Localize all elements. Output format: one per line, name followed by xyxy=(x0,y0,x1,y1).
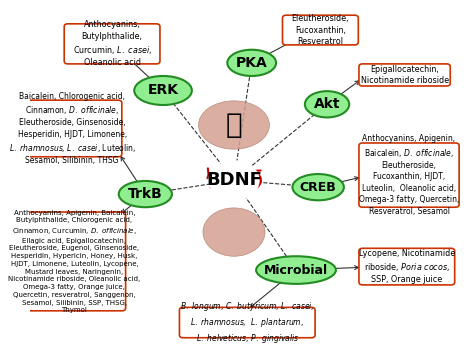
Text: TrkB: TrkB xyxy=(128,187,163,201)
Ellipse shape xyxy=(199,101,269,149)
Text: PKA: PKA xyxy=(236,56,267,70)
Ellipse shape xyxy=(118,181,172,207)
FancyBboxPatch shape xyxy=(23,100,122,157)
Text: $\mathit{B.\ longum}$, $\mathit{C.\ butyricum}$, $\mathit{L.\ casei}$,
$\mathit{: $\mathit{B.\ longum}$, $\mathit{C.\ buty… xyxy=(180,300,315,345)
Text: CREB: CREB xyxy=(300,181,337,194)
Text: ERK: ERK xyxy=(147,84,179,98)
FancyBboxPatch shape xyxy=(23,212,126,311)
Text: Microbial: Microbial xyxy=(264,264,328,277)
Text: 🧠: 🧠 xyxy=(226,111,242,139)
Text: Anthocyanins, Apigenin, Baicalein,
Butylphthalide, Chlorogenic acid,
Cinnamon, C: Anthocyanins, Apigenin, Baicalein, Butyl… xyxy=(8,210,140,313)
Ellipse shape xyxy=(256,256,336,284)
Ellipse shape xyxy=(228,50,276,76)
FancyBboxPatch shape xyxy=(180,307,315,338)
FancyBboxPatch shape xyxy=(283,15,358,45)
Text: Epigallocatechin,
Nicotinamide riboside: Epigallocatechin, Nicotinamide riboside xyxy=(361,65,449,85)
Text: Anthocyanins,
Butylphthalide,
Curcumin, $\mathit{L.\ casei}$,
Oleanolic acid: Anthocyanins, Butylphthalide, Curcumin, … xyxy=(73,20,152,67)
Text: BDNF: BDNF xyxy=(206,171,262,189)
Text: Lycopene, Nicotinamide
riboside, $\mathit{Poria\ cocos}$,
SSP, Orange juice: Lycopene, Nicotinamide riboside, $\mathi… xyxy=(359,249,455,284)
Ellipse shape xyxy=(203,208,265,256)
FancyBboxPatch shape xyxy=(64,24,160,64)
FancyBboxPatch shape xyxy=(359,248,455,285)
Circle shape xyxy=(208,160,260,200)
FancyBboxPatch shape xyxy=(359,143,459,207)
Text: Akt: Akt xyxy=(314,97,340,111)
FancyBboxPatch shape xyxy=(359,64,450,86)
Ellipse shape xyxy=(292,174,344,200)
Text: Anthocyanins, Apigenin,
Baicalein, $\mathit{D.\ officinale}$,
Eleutheroside,
Fuc: Anthocyanins, Apigenin, Baicalein, $\mat… xyxy=(359,134,459,216)
Text: Eleutheroside,
Fucoxanthin,
Resveratrol: Eleutheroside, Fucoxanthin, Resveratrol xyxy=(292,14,349,46)
Ellipse shape xyxy=(134,76,192,105)
Text: Baicalein, Chlorogenic acid,
Cinnamon, $\mathit{D.\ officinale}$,
Eleutheroside,: Baicalein, Chlorogenic acid, Cinnamon, $… xyxy=(9,92,136,165)
Ellipse shape xyxy=(305,91,349,118)
